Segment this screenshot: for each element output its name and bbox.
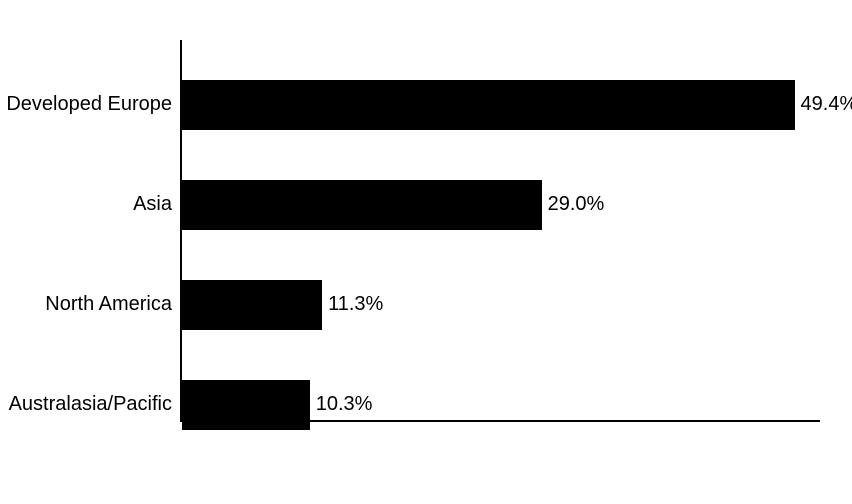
bar	[182, 80, 795, 130]
bar-label: Australasia/Pacific	[2, 393, 172, 416]
bar	[182, 180, 542, 230]
bar-label: Asia	[2, 193, 172, 216]
bar-label: Developed Europe	[2, 93, 172, 116]
bar-label: North America	[2, 293, 172, 316]
bar	[182, 280, 322, 330]
bar	[182, 380, 310, 430]
bar-value: 29.0%	[548, 193, 605, 216]
bar-value: 11.3%	[328, 293, 383, 316]
chart-container: Developed Europe 49.4% Asia 29.0% North Amer…	[0, 0, 852, 504]
bar-value: 10.3%	[316, 393, 373, 416]
bar-value: 49.4%	[801, 93, 852, 116]
